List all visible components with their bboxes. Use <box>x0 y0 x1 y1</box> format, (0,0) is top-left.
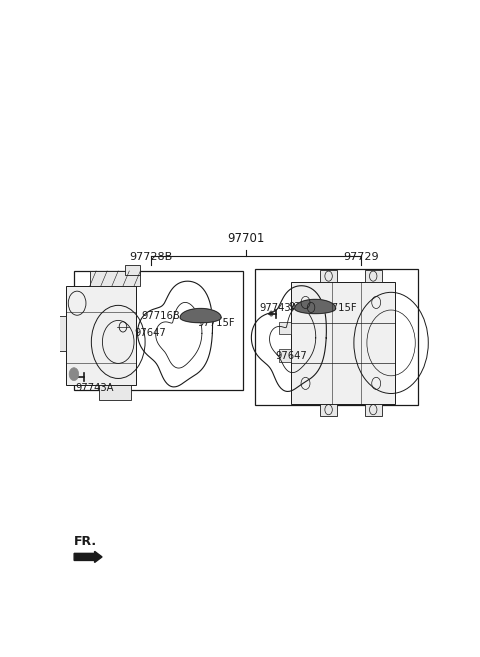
Bar <box>90 271 140 286</box>
Text: 97647: 97647 <box>276 351 308 361</box>
Text: FR.: FR. <box>74 535 97 548</box>
Circle shape <box>69 368 79 380</box>
Bar <box>365 269 382 283</box>
Text: 97716B: 97716B <box>289 302 327 313</box>
Bar <box>124 265 140 275</box>
Bar <box>74 271 243 390</box>
Circle shape <box>77 374 82 380</box>
Circle shape <box>269 311 274 317</box>
Text: 97716B: 97716B <box>142 311 180 321</box>
Bar <box>279 350 291 361</box>
Polygon shape <box>180 309 221 323</box>
Text: 97743A: 97743A <box>259 302 298 313</box>
Bar <box>99 385 131 400</box>
Text: 97743A: 97743A <box>75 384 113 394</box>
Text: 97647: 97647 <box>134 328 166 338</box>
Bar <box>55 316 66 350</box>
Bar <box>321 269 337 283</box>
Text: 97729: 97729 <box>344 252 379 262</box>
Text: 97715F: 97715F <box>320 302 357 313</box>
Text: 97728B: 97728B <box>130 252 173 262</box>
Bar <box>321 403 337 417</box>
Bar <box>66 286 136 385</box>
FancyArrow shape <box>74 551 102 562</box>
Bar <box>365 403 382 417</box>
Text: 97715F: 97715F <box>198 318 235 328</box>
Bar <box>255 269 418 405</box>
Text: 97701: 97701 <box>228 232 264 245</box>
Bar <box>279 322 291 334</box>
Bar <box>290 283 395 403</box>
Polygon shape <box>295 300 336 313</box>
